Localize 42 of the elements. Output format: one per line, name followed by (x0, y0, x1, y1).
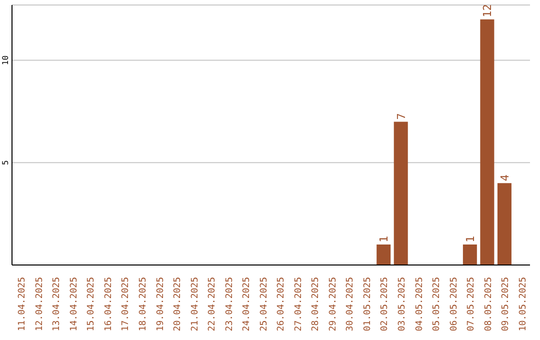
data-label: 1 (464, 236, 477, 243)
x-tick-label: 11.04.2025 (18, 277, 28, 332)
x-tick-label: 03.05.2025 (398, 277, 408, 332)
x-tick-label: 23.04.2025 (224, 277, 235, 332)
x-tick-label: 02.05.2025 (380, 277, 390, 332)
x-tick-label: 15.04.2025 (86, 277, 97, 332)
x-tick-label: 16.04.2025 (104, 277, 114, 332)
x-tick-label: 19.04.2025 (156, 277, 166, 332)
x-tick-label: 10.05.2025 (518, 277, 528, 332)
x-tick-label: 13.04.2025 (52, 277, 62, 332)
bar (497, 183, 512, 265)
x-tick-label: 28.04.2025 (311, 277, 322, 332)
x-tick-label: 17.04.2025 (121, 277, 132, 332)
y-tick-label: 5 (1, 160, 10, 166)
x-tick-label: 22.04.2025 (208, 277, 218, 332)
data-label: 12 (481, 4, 494, 18)
bar (376, 244, 391, 265)
x-tick-label: 21.04.2025 (190, 277, 200, 332)
x-tick-label: 14.04.2025 (69, 277, 80, 332)
x-tick-label: 09.05.2025 (501, 277, 512, 332)
data-label: 7 (394, 113, 408, 120)
x-tick-label: 08.05.2025 (484, 277, 494, 332)
y-tick-label: 10 (1, 55, 10, 66)
x-tick-label: 05.05.2025 (432, 277, 442, 332)
x-tick-label: 07.05.2025 (466, 277, 477, 332)
x-tick-label: 29.04.2025 (328, 277, 338, 332)
bar (462, 244, 477, 265)
data-label: 4 (498, 174, 512, 182)
x-tick-label: 12.04.2025 (34, 277, 45, 332)
x-tick-label: 04.05.2025 (414, 277, 425, 332)
x-tick-label: 18.04.2025 (138, 277, 148, 332)
bar (480, 19, 494, 265)
x-tick-label: 24.04.2025 (242, 277, 252, 332)
x-tick-label: 27.04.2025 (294, 277, 304, 332)
x-tick-label: 26.04.2025 (276, 277, 287, 332)
data-label: 1 (378, 236, 391, 243)
x-tick-label: 25.04.2025 (259, 277, 270, 332)
x-tick-label: 06.05.2025 (449, 277, 460, 332)
x-tick-label: 30.04.2025 (346, 277, 356, 332)
x-tick-label: 20.04.2025 (173, 277, 184, 332)
x-tick-label: 01.05.2025 (362, 277, 373, 332)
bar (394, 122, 408, 265)
